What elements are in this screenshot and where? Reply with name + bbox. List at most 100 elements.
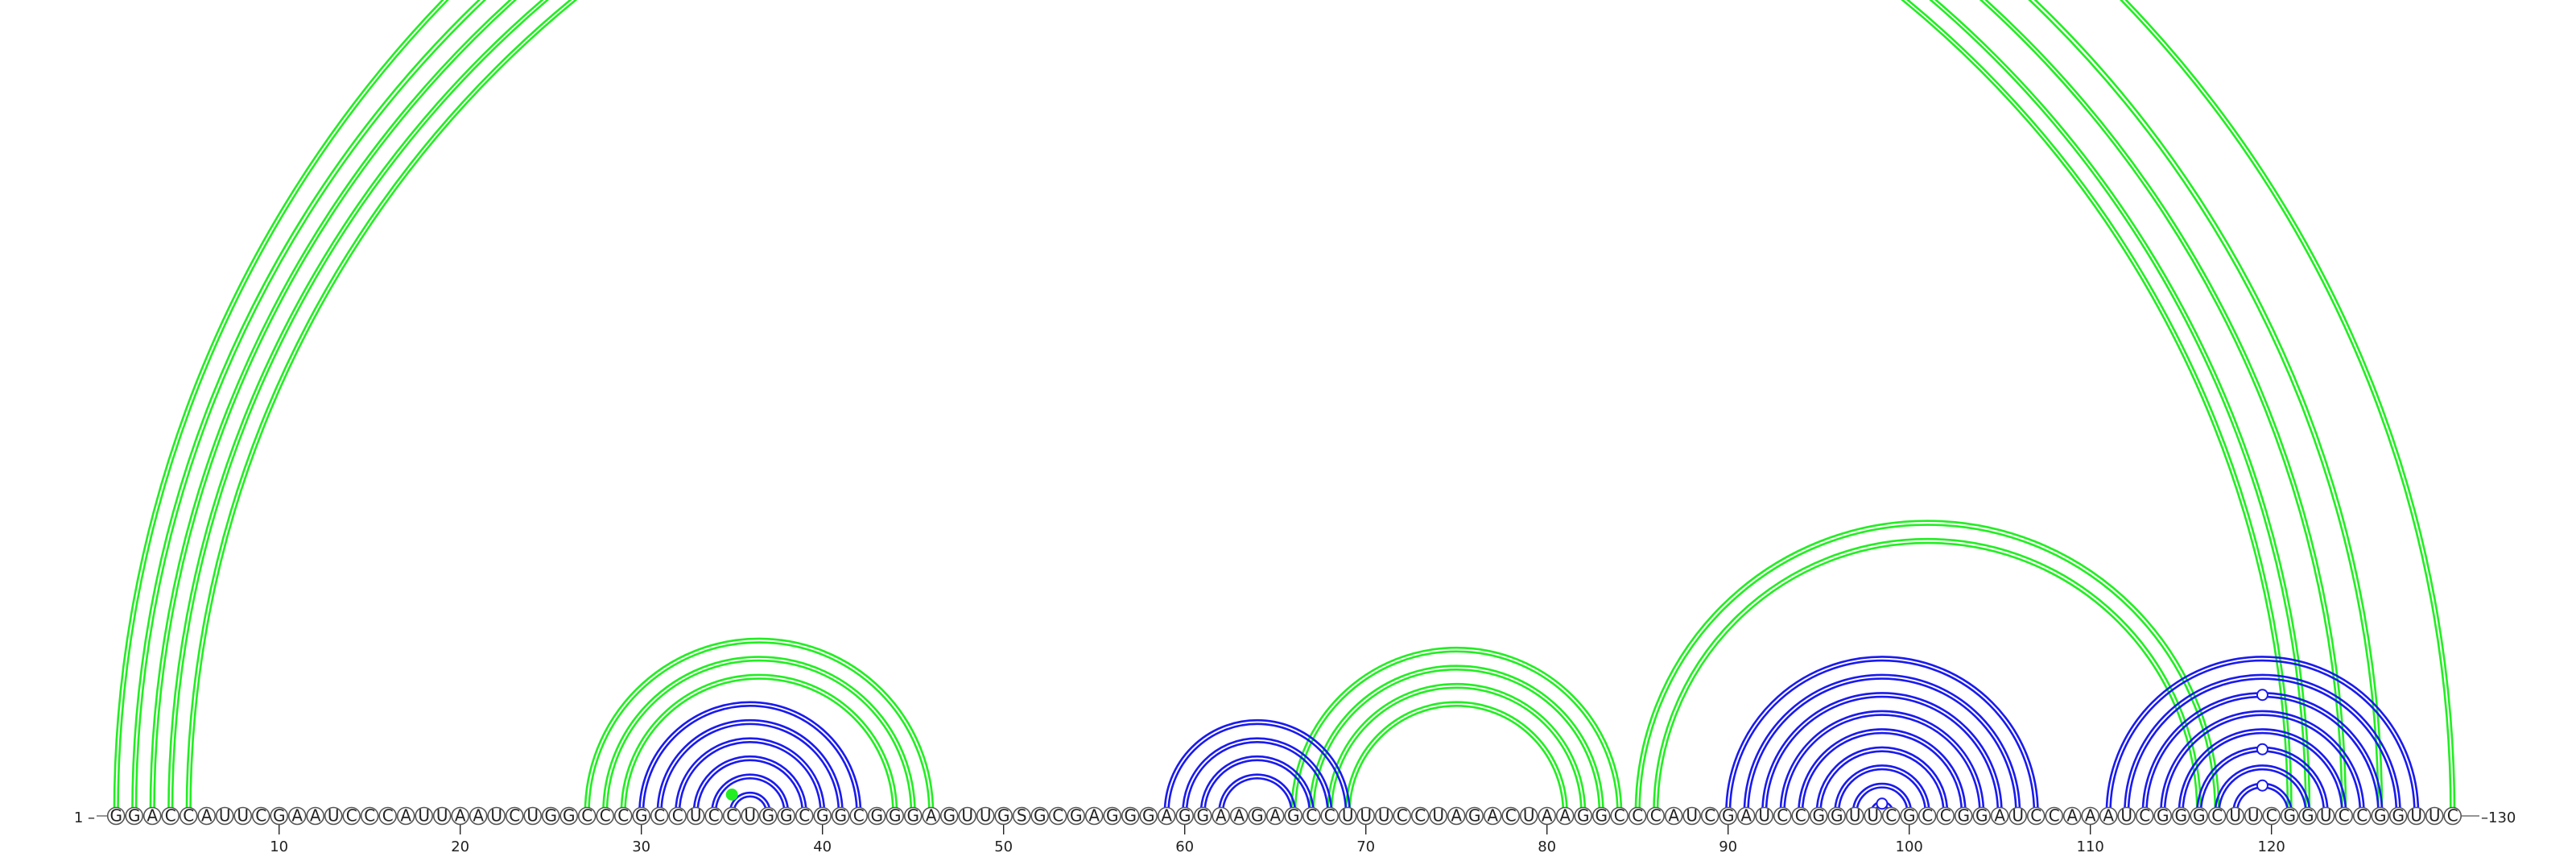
axis-tick: 60 <box>1175 825 1194 855</box>
nucleotide: U <box>1864 806 1882 826</box>
nucleotide-circle <box>2298 806 2317 826</box>
nucleotide: A <box>1157 806 1176 826</box>
nucleotide-circle <box>2262 806 2281 826</box>
nucleotide: G <box>2171 806 2190 826</box>
blue-arc-stroke <box>711 773 790 814</box>
nucleotide: A <box>2062 806 2082 826</box>
nucleotide-letter: C <box>2266 806 2277 826</box>
blue-arc <box>2160 710 2365 814</box>
nucleotide: U <box>1519 806 1538 826</box>
nucleotide-circle <box>849 806 868 826</box>
nucleotide-letter: C <box>1885 806 1897 826</box>
nucleotide-circle <box>1918 806 1937 826</box>
blue-arc-stroke <box>1725 656 2039 814</box>
axis-tick: 10 <box>270 825 288 855</box>
blue-arc-stroke <box>1837 768 1927 814</box>
nucleotide-circle <box>2171 806 2190 826</box>
axis-tick-label: 90 <box>1719 838 1737 855</box>
blue-arc-stroke <box>642 705 858 814</box>
nucleotide: A <box>1229 806 1249 826</box>
nucleotide: G <box>994 806 1013 826</box>
nucleotide-letter: C <box>2049 806 2060 826</box>
nucleotide-circle <box>1610 806 1629 826</box>
axis-tick-label: 100 <box>1896 838 1923 855</box>
green-arc-stroke <box>117 0 2452 814</box>
green-arc <box>185 0 2293 814</box>
nucleotide-circle <box>613 806 633 826</box>
nucleotide-circle <box>2443 806 2462 826</box>
green-arc <box>1634 520 2220 814</box>
nucleotide-letter: C <box>853 806 865 826</box>
nucleotide-letter: A <box>2085 806 2096 826</box>
green-arc-stroke <box>171 0 2307 814</box>
nucleotide-circle <box>1157 806 1176 826</box>
nucleotide-letter: C <box>708 806 720 826</box>
green-arc-stroke <box>131 0 2384 814</box>
axis-tick-label: 10 <box>270 838 288 855</box>
nucleotide-letter: U <box>418 806 430 826</box>
blue-arc-stroke <box>1761 692 2003 814</box>
nucleotide-circle <box>1084 806 1104 826</box>
axis-tick: 110 <box>2077 825 2104 855</box>
nucleotide-circle <box>596 806 615 826</box>
green-arc <box>167 0 2311 814</box>
nucleotide: G <box>1067 806 1085 826</box>
green-arc-stroke <box>189 0 2289 814</box>
green-arc-stroke <box>620 673 898 814</box>
blue-arc <box>1779 710 1985 814</box>
nucleotide-letter: A <box>291 806 303 826</box>
nucleotide-letter: C <box>1324 806 1335 826</box>
blue-arc <box>1725 656 2039 814</box>
blue-arc-stroke <box>1199 755 1315 814</box>
nucleotide-letter: G <box>1595 806 1608 826</box>
nucleotide-circle <box>1320 806 1339 826</box>
blue-arc-stroke <box>638 701 862 814</box>
nucleotide-letter: A <box>1740 806 1752 826</box>
nucleotide-circle <box>886 806 904 826</box>
nucleotide-letter: G <box>2374 806 2387 826</box>
nucleotide-circle <box>704 806 724 826</box>
nucleotide-letter: G <box>1957 806 1970 826</box>
axis-tick: 30 <box>632 825 650 855</box>
nucleotide-circle <box>1954 806 1973 826</box>
nucleotide-letter: A <box>1161 806 1172 826</box>
nucleotide: A <box>1483 806 1502 826</box>
green-arc-stroke <box>1294 650 1619 814</box>
nucleotide-letter: G <box>1179 806 1191 826</box>
nucleotide: C <box>2443 806 2462 826</box>
nucleotide-letter: G <box>109 806 122 826</box>
nucleotide: G <box>1719 806 1737 826</box>
nucleotide: G <box>1139 806 1158 826</box>
nucleotide: C <box>577 806 597 826</box>
nucleotide-letter: G <box>128 806 141 826</box>
nucleotide-letter: C <box>654 806 665 826</box>
nucleotide-letter: G <box>1196 806 1209 826</box>
nucleotide-letter: C <box>617 806 629 826</box>
sequence-start-label: 1 – <box>74 809 95 826</box>
nucleotide-circle <box>1936 806 1955 826</box>
green-arc-stroke <box>1634 520 2220 814</box>
green-arc <box>1653 537 2202 814</box>
green-arc-stroke <box>185 0 2293 814</box>
nucleotide-circle <box>396 806 415 826</box>
nucleotide: C <box>1918 806 1937 826</box>
blue-arc <box>1199 755 1315 814</box>
nucleotide-circle <box>1393 806 1411 826</box>
nucleotide-letter: G <box>2283 806 2296 826</box>
nucleotide-letter: C <box>1704 806 1715 826</box>
blue-arc-stroke <box>2109 659 2416 814</box>
nucleotide: C <box>2207 806 2227 826</box>
green-arc <box>1308 664 1604 814</box>
nucleotide-letter: C <box>2447 806 2458 826</box>
nucleotide-letter: C <box>364 806 375 826</box>
nucleotide-circle <box>867 806 886 826</box>
nucleotide-circle <box>2117 806 2136 826</box>
nucleotide: G <box>1030 806 1049 826</box>
blue-arc <box>1218 773 1297 814</box>
blue-arc-stroke <box>692 755 807 814</box>
blue-arc-marker <box>2256 779 2268 792</box>
nucleotide: G <box>270 806 289 826</box>
nucleotide-circle <box>270 806 289 826</box>
nucleotide: U <box>523 806 543 826</box>
axis-tick: 80 <box>1538 825 1556 855</box>
